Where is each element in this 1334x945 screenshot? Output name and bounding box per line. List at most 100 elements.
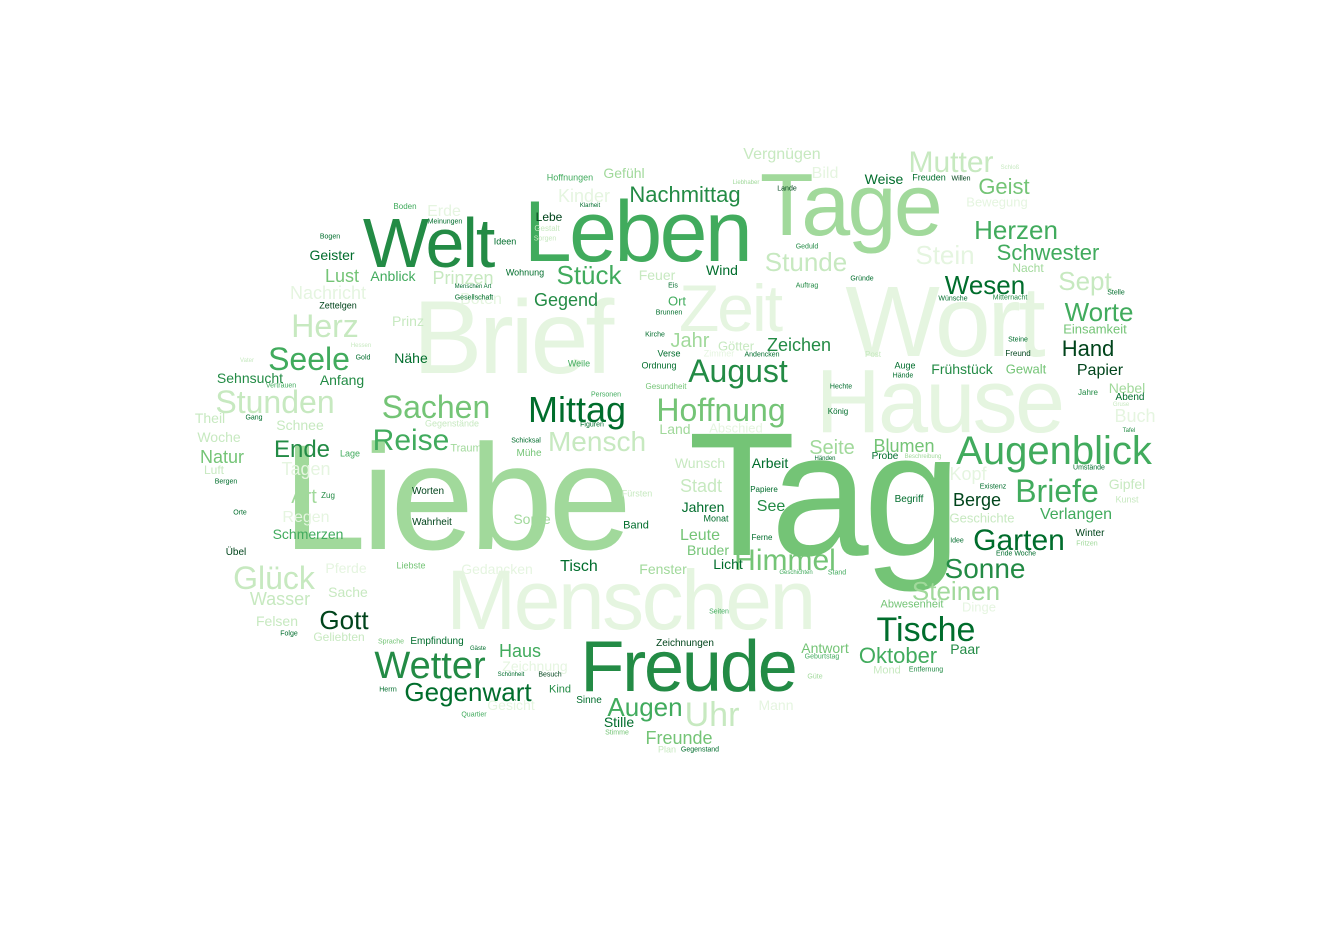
word-liebe: Liebe bbox=[282, 413, 632, 581]
word-sorge: Sorge bbox=[513, 511, 551, 527]
word-buch: Buch bbox=[1114, 406, 1156, 426]
word-vater: Vater bbox=[240, 358, 254, 364]
word-zettelgen: Zettelgen bbox=[319, 300, 357, 311]
word-idee: Idee bbox=[950, 537, 964, 545]
word-stadt: Stadt bbox=[679, 476, 723, 496]
word-abend: Abend bbox=[1115, 392, 1145, 403]
word-nachmittag: Nachmittag bbox=[629, 182, 741, 207]
word-figuren: Figuren bbox=[580, 421, 604, 429]
word-freund: Freund bbox=[1005, 349, 1031, 358]
word-besuch: Besuch bbox=[538, 671, 562, 679]
word-lage: Lage bbox=[339, 448, 361, 459]
word-liebste: Liebste bbox=[396, 560, 426, 571]
word-schicksal: Schicksal bbox=[511, 437, 541, 445]
word-geduld: Geduld bbox=[795, 243, 819, 251]
word-menschen: Menschen bbox=[446, 553, 816, 647]
word-hechte: Hechte bbox=[829, 383, 853, 391]
word-land: Land bbox=[659, 421, 691, 437]
word-ende: Ende bbox=[273, 436, 331, 463]
word-mittag: Mittag bbox=[527, 389, 627, 430]
word-abwesenheit: Abwesenheit bbox=[880, 598, 944, 611]
word-wesen: Wesen bbox=[944, 270, 1026, 300]
word-steine: Steine bbox=[1008, 336, 1028, 344]
word-fruehstueck: Frühstück bbox=[931, 361, 993, 377]
word-tische: Tische bbox=[876, 611, 976, 649]
word-nebel: Nebel bbox=[1108, 380, 1146, 396]
word-verse: Verse bbox=[657, 348, 681, 359]
word-umstaende: Umstände bbox=[1073, 464, 1105, 472]
word-zug: Zug bbox=[321, 491, 335, 500]
word-personen: Personen bbox=[591, 391, 621, 399]
word-gipfel: Gipfel bbox=[1108, 476, 1146, 492]
word-gegenstaende: Gegenstände bbox=[424, 418, 480, 429]
word-seiten: Seiten bbox=[709, 608, 729, 616]
word-klarheit: Klarheit bbox=[579, 203, 601, 209]
word-naehe: Nähe bbox=[394, 350, 428, 366]
word-stille: Stille bbox=[603, 714, 635, 730]
word-stand: Stand bbox=[827, 569, 847, 577]
word-gesundheit: Gesundheit bbox=[645, 382, 687, 391]
word-tagen: Tagen bbox=[281, 459, 331, 479]
word-winter: Winter bbox=[1075, 528, 1105, 539]
word-kunst: Kunst bbox=[1115, 494, 1139, 505]
word-erde: Erde bbox=[427, 203, 461, 220]
word-mensch: Mensch bbox=[547, 426, 647, 457]
word-beschreibung: Beschreibung bbox=[904, 454, 942, 460]
word-gruse: Gruse bbox=[1112, 402, 1130, 408]
word-lande: Lande bbox=[777, 185, 797, 193]
word-tisch: Tisch bbox=[560, 558, 598, 575]
word-sehnsucht: Sehnsucht bbox=[216, 370, 284, 386]
word-nacht: Nacht bbox=[1012, 261, 1044, 275]
word-jahre: Jahre bbox=[1077, 388, 1099, 397]
word-weile: Weile bbox=[567, 358, 591, 369]
word-meinungen: Meinungen bbox=[427, 218, 463, 226]
word-see: See bbox=[756, 498, 786, 515]
word-haende: Hände bbox=[892, 372, 914, 380]
word-schoenheit: Schönheit bbox=[497, 672, 525, 678]
word-jahr: Jahr bbox=[670, 330, 710, 352]
word-quartier: Quartier bbox=[461, 711, 487, 719]
word-seele: Seele bbox=[268, 341, 350, 377]
word-wuensche: Wünsche bbox=[938, 295, 968, 303]
word-zeichnungen: Zeichnungen bbox=[656, 638, 714, 649]
word-zeichen: Zeichen bbox=[766, 335, 832, 355]
word-arbeit: Arbeit bbox=[751, 455, 789, 471]
word-berge: Berge bbox=[952, 490, 1002, 510]
word-boten: Boten bbox=[460, 291, 502, 308]
word-glueck: Glück bbox=[233, 560, 315, 596]
word-reise: Reise bbox=[372, 424, 450, 457]
word-zimmer: Zimmer bbox=[703, 348, 735, 359]
word-leben: Leben bbox=[523, 184, 753, 280]
word-sonne: Sonne bbox=[944, 553, 1026, 584]
word-papiere: Papiere bbox=[750, 485, 778, 494]
word-ideen: Ideen bbox=[493, 236, 517, 247]
word-koenig: König bbox=[827, 407, 849, 416]
word-anblick: Anblick bbox=[370, 268, 416, 284]
word-kirche: Kirche bbox=[645, 331, 665, 339]
word-willen: Willen bbox=[951, 175, 971, 183]
word-schmerzen: Schmerzen bbox=[272, 526, 344, 542]
word-zeit: Zeit bbox=[678, 271, 783, 345]
word-gewalt: Gewalt bbox=[1005, 361, 1047, 377]
word-band: Band bbox=[623, 519, 649, 532]
word-folge: Folge bbox=[280, 630, 298, 638]
word-geist: Geist bbox=[978, 174, 1030, 199]
word-einsamkeit: Einsamkeit bbox=[1063, 321, 1127, 337]
word-stimme: Stimme bbox=[605, 729, 629, 737]
word-tafel: Tafel bbox=[1122, 428, 1136, 434]
word-bewegung: Bewegung bbox=[966, 194, 1028, 210]
word-sprache: Sprache bbox=[377, 638, 405, 646]
word-fuersten: Fürsten bbox=[621, 488, 653, 499]
word-post: Post bbox=[864, 350, 882, 359]
word-bergen: Bergen bbox=[214, 478, 238, 486]
word-antwort: Antwort bbox=[801, 640, 849, 656]
word-natur: Natur bbox=[199, 447, 245, 467]
word-felsen: Felsen bbox=[255, 613, 299, 629]
word-gedancken: Gedancken bbox=[461, 561, 533, 577]
word-abschied: Abschied bbox=[709, 420, 763, 436]
word-brunnen: Brunnen bbox=[655, 309, 683, 317]
word-regen: Regen bbox=[282, 509, 330, 526]
word-fritzen: Fritzen bbox=[1076, 540, 1098, 548]
word-wahrheit: Wahrheit bbox=[412, 517, 452, 528]
word-entfernung: Entfernung bbox=[908, 666, 944, 674]
